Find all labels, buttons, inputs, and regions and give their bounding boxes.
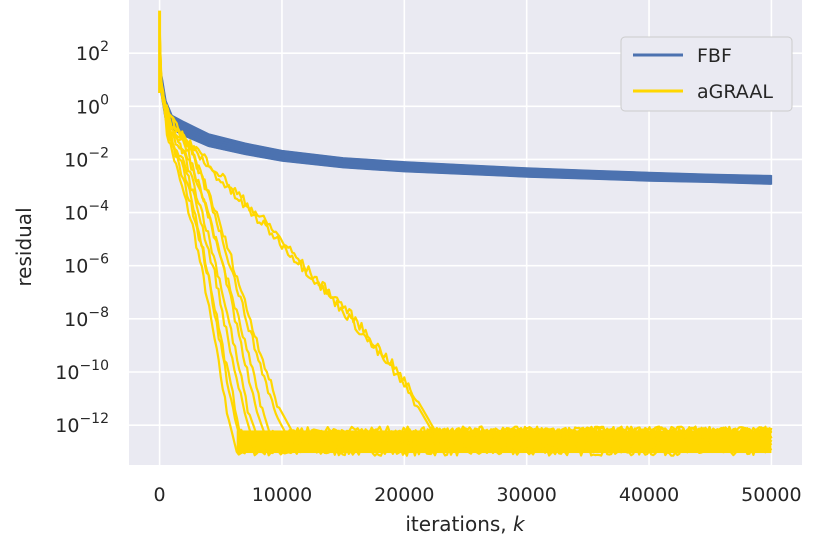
- y-tick-label: 10−4: [64, 199, 109, 225]
- x-axis-title: iterations, k: [405, 512, 526, 536]
- y-tick-label: 10−6: [64, 252, 109, 278]
- grid: [129, 0, 802, 465]
- legend: FBF aGRAAL: [620, 36, 793, 112]
- legend-label-fbf: FBF: [697, 45, 732, 67]
- y-tick-label: 10−8: [64, 305, 109, 331]
- x-tick-label: 30000: [496, 484, 556, 506]
- series-agraal-line: [158, 37, 773, 447]
- y-tick-label: 10−12: [55, 411, 109, 437]
- x-tick-label: 0: [154, 484, 166, 506]
- y-tick-label: 100: [76, 92, 109, 118]
- y-axis-title: residual: [12, 207, 36, 286]
- y-tick-labels: 102 100 10−2 10−4 10−6 10−8 10−10 10−12: [55, 39, 109, 437]
- x-tick-label: 10000: [252, 484, 312, 506]
- series-agraal-line: [158, 61, 773, 437]
- series-fbf-line: [158, 63, 772, 177]
- y-tick-label: 10−2: [64, 145, 109, 171]
- series-agraal-line: [158, 21, 773, 457]
- x-tick-label: 20000: [374, 484, 434, 506]
- plot-series: [158, 10, 773, 457]
- legend-label-agraal: aGRAAL: [697, 81, 773, 103]
- y-tick-label: 102: [76, 39, 109, 65]
- x-tick-labels: 0 10000 20000 30000 40000 50000: [154, 484, 802, 506]
- y-tick-label: 10−10: [55, 358, 109, 384]
- series-fbf-line: [158, 74, 772, 182]
- x-tick-label: 50000: [741, 484, 801, 506]
- series-agraal-line: [158, 39, 772, 453]
- x-tick-label: 40000: [619, 484, 679, 506]
